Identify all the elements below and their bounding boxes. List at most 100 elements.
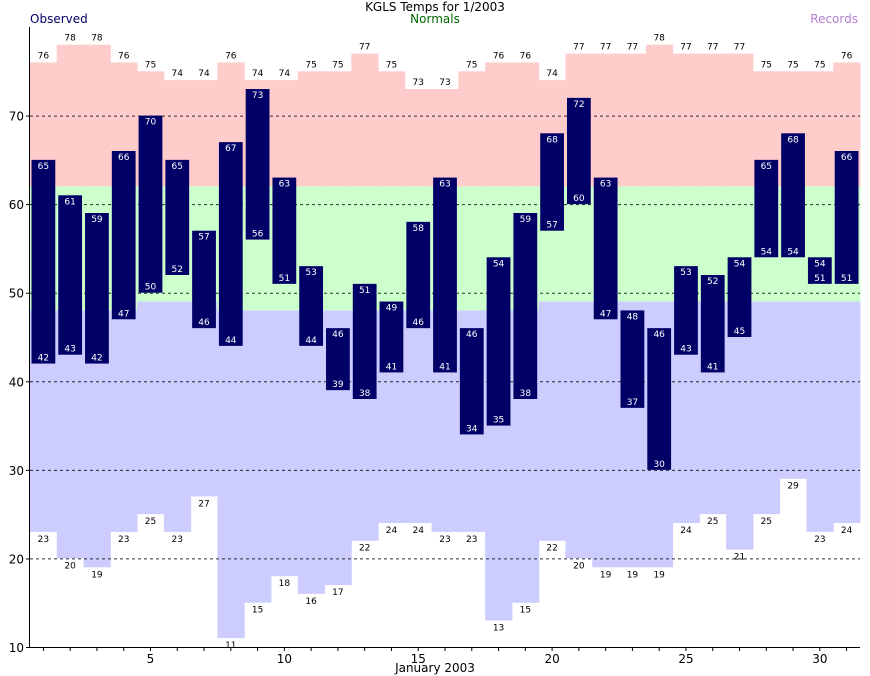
y-tick-label: 40 (9, 375, 24, 389)
record-low-label: 15 (252, 606, 263, 616)
observed-low-label: 56 (252, 230, 264, 240)
record-high-band (404, 89, 433, 187)
observed-bar (754, 159, 779, 258)
record-high-label: 74 (279, 69, 291, 79)
observed-high-label: 61 (64, 197, 75, 207)
observed-bar (807, 257, 832, 284)
observed-low-label: 50 (145, 283, 157, 293)
observed-high-label: 46 (653, 330, 665, 340)
observed-low-label: 57 (546, 221, 557, 231)
observed-bar (245, 89, 270, 240)
observed-bar (781, 133, 805, 258)
y-tick-label: 10 (9, 641, 24, 655)
observed-low-label: 34 (466, 424, 478, 434)
record-low-label: 23 (466, 535, 477, 545)
record-low-band (110, 310, 138, 532)
x-tick-label: 15 (411, 652, 426, 666)
observed-bar (352, 283, 377, 399)
observed-bar (31, 159, 56, 364)
observed-bar (700, 275, 725, 373)
observed-bar (647, 328, 672, 470)
record-high-label: 75 (466, 60, 477, 70)
observed-high-label: 51 (359, 286, 370, 296)
observed-bar (459, 328, 484, 435)
x-tick-label: 10 (277, 652, 292, 666)
record-high-label: 77 (359, 43, 370, 53)
record-high-label: 76 (118, 51, 130, 61)
record-high-label: 75 (332, 60, 343, 70)
y-tick-label: 30 (9, 464, 24, 478)
legend-observed: Observed (30, 12, 88, 26)
record-high-band (83, 44, 111, 187)
record-high-band (297, 71, 326, 187)
observed-low-label: 51 (279, 274, 290, 284)
record-low-label: 23 (814, 535, 825, 545)
observed-low-label: 30 (653, 460, 665, 470)
record-high-label: 75 (814, 60, 825, 70)
observed-low-label: 51 (814, 274, 825, 284)
record-low-band (752, 301, 781, 515)
observed-high-label: 59 (520, 215, 532, 225)
y-tick-label: 20 (9, 552, 24, 566)
observed-low-label: 44 (305, 336, 317, 346)
observed-high-label: 46 (332, 330, 344, 340)
observed-bar (192, 230, 216, 329)
observed-high-label: 54 (734, 259, 746, 269)
x-tick-label: 5 (147, 652, 155, 666)
record-low-label: 23 (118, 535, 129, 545)
observed-bar (727, 257, 752, 337)
record-high-label: 75 (787, 60, 798, 70)
legend-records: Records (810, 12, 858, 26)
observed-high-label: 65 (38, 162, 49, 172)
record-high-label: 75 (145, 60, 156, 70)
observed-high-label: 63 (279, 180, 290, 190)
observed-bar (58, 195, 83, 355)
record-low-label: 19 (600, 570, 612, 580)
record-high-band (619, 53, 647, 187)
observed-high-label: 67 (225, 144, 236, 154)
y-tick-label: 70 (9, 110, 24, 124)
record-high-label: 78 (91, 34, 103, 44)
observed-bar (326, 328, 350, 391)
record-low-label: 19 (627, 570, 639, 580)
observed-low-label: 47 (600, 309, 611, 319)
record-low-label: 20 (64, 561, 76, 571)
record-low-label: 25 (761, 517, 772, 527)
record-low-label: 25 (145, 517, 156, 527)
record-high-label: 77 (600, 43, 611, 53)
record-high-band (592, 53, 620, 187)
observed-high-label: 70 (145, 118, 157, 128)
y-tick-label: 60 (9, 198, 24, 212)
observed-high-label: 53 (680, 268, 691, 278)
record-low-band (806, 301, 834, 532)
record-high-label: 73 (439, 78, 450, 88)
record-low-label: 25 (707, 517, 718, 527)
chart-title: KGLS Temps for 1/2003 (365, 0, 505, 14)
record-low-label: 24 (386, 526, 398, 536)
observed-bar (674, 266, 698, 355)
observed-bar (299, 266, 324, 346)
observed-low-label: 42 (38, 354, 49, 364)
record-high-label: 76 (493, 51, 505, 61)
record-high-band (806, 71, 834, 187)
record-high-label: 77 (573, 43, 584, 53)
observed-bar (566, 97, 591, 205)
observed-high-label: 66 (118, 153, 130, 163)
observed-low-label: 54 (787, 247, 799, 257)
observed-low-label: 60 (573, 194, 585, 204)
observed-low-label: 38 (359, 389, 371, 399)
observed-high-label: 65 (172, 162, 183, 172)
record-low-label: 23 (38, 535, 49, 545)
record-high-band (190, 80, 218, 187)
record-low-band (190, 301, 218, 497)
observed-high-label: 66 (841, 153, 853, 163)
record-low-label: 13 (493, 623, 504, 633)
observed-low-label: 41 (439, 362, 450, 372)
record-high-label: 76 (225, 51, 237, 61)
observed-bar (433, 177, 457, 373)
record-low-label: 21 (734, 553, 745, 563)
record-high-band (324, 71, 352, 187)
observed-bar (165, 159, 190, 275)
observed-low-label: 35 (493, 416, 504, 426)
observed-high-label: 46 (466, 330, 478, 340)
